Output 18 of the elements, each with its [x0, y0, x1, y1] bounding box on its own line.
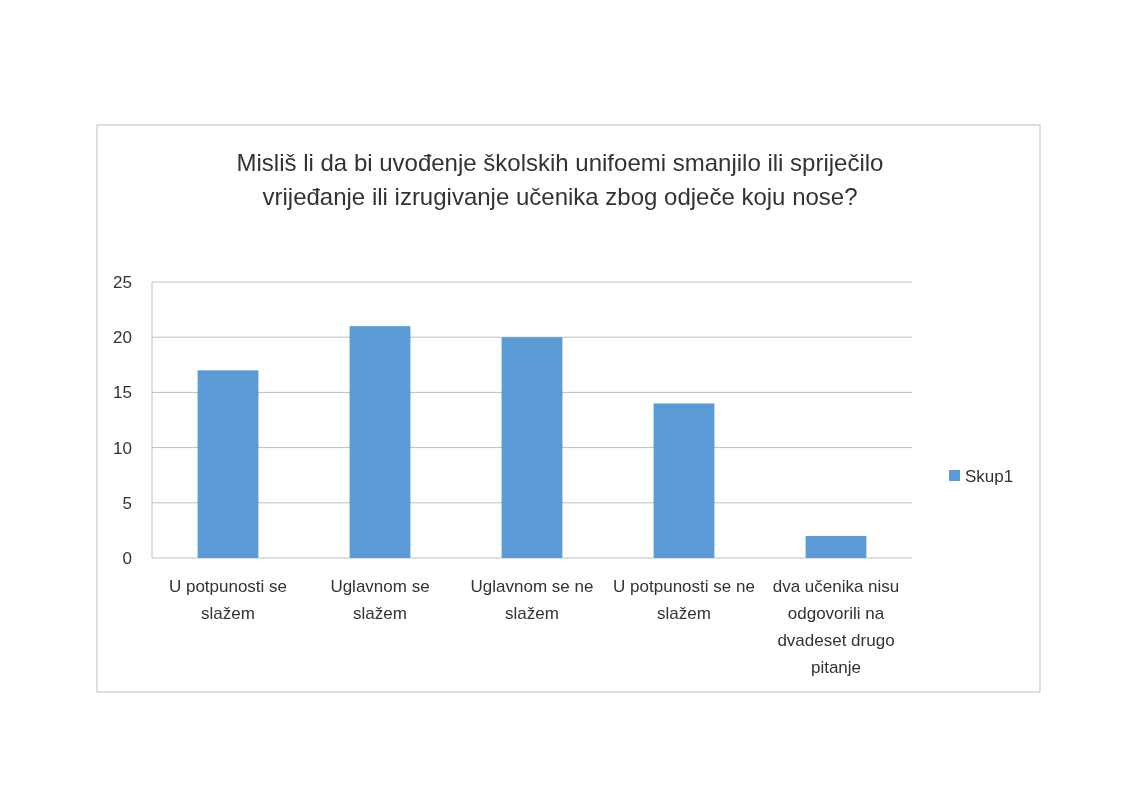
x-tick-label: Uglavnom se slažem: [330, 577, 430, 623]
bar: [501, 337, 563, 558]
y-tick-label: 5: [122, 493, 132, 513]
y-tick-label: 15: [113, 383, 132, 403]
bar: [349, 326, 411, 558]
x-tick-label: dva učenika nisu odgovorili na dvadeset drugo pitanje: [772, 577, 900, 677]
y-tick-label: 25: [113, 272, 132, 292]
legend-label: Skup1: [965, 466, 1014, 486]
chart-title: Misliš li da bi uvođenje školskih unifoemi smanjilo ili spriječilo vrijeđanje ili izrugivanje učenika zbog odječe koju nose?: [236, 149, 884, 210]
bar: [653, 403, 715, 558]
y-tick-label: 20: [113, 328, 132, 348]
bar: [197, 370, 259, 558]
x-tick-label: U potpunosti se ne slažem: [613, 577, 755, 623]
bar: [805, 535, 867, 558]
x-tick-label: U potpunosti se slažem: [168, 577, 288, 623]
x-tick-label: Uglavnom se ne slažem: [470, 577, 594, 623]
y-tick-label: 0: [122, 548, 132, 568]
y-tick-label: 10: [113, 438, 132, 458]
